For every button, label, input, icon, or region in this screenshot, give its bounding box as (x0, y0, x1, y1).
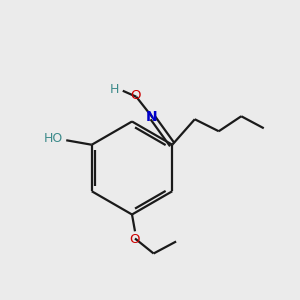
Text: HO: HO (44, 132, 63, 145)
Text: H: H (110, 83, 119, 96)
Text: O: O (131, 89, 141, 102)
Text: O: O (130, 233, 140, 246)
Text: N: N (146, 110, 158, 124)
